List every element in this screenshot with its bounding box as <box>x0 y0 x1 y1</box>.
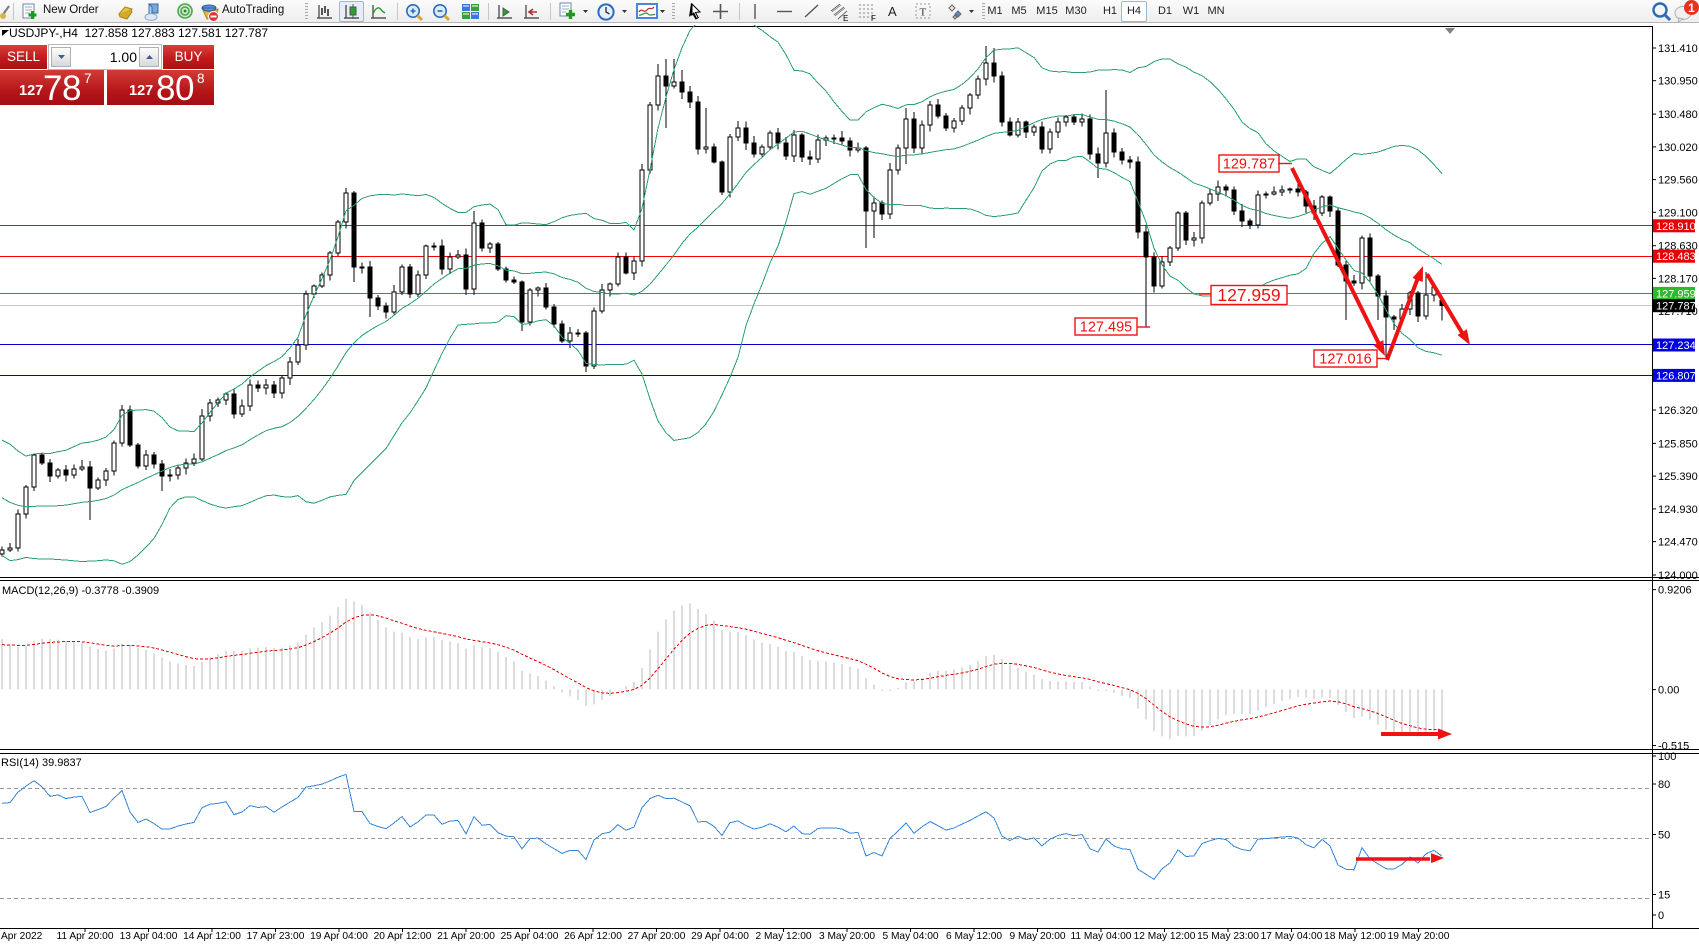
svg-text:T: T <box>920 7 927 19</box>
svg-text:127.234: 127.234 <box>1656 340 1696 352</box>
svg-text:0.9206: 0.9206 <box>1658 585 1692 597</box>
svg-text:19 May 20:00: 19 May 20:00 <box>1388 931 1450 942</box>
svg-text:127.787: 127.787 <box>1656 301 1696 313</box>
svg-text:130.480: 130.480 <box>1658 109 1698 121</box>
svg-text:128.483: 128.483 <box>1656 251 1696 263</box>
svg-text:130.950: 130.950 <box>1658 76 1698 88</box>
svg-text:127.959: 127.959 <box>1217 285 1280 305</box>
svg-text:6 May 12:00: 6 May 12:00 <box>946 931 1002 942</box>
svg-text:17 May 04:00: 17 May 04:00 <box>1261 931 1323 942</box>
svg-text:14 Apr 12:00: 14 Apr 12:00 <box>183 931 241 942</box>
svg-text:RSI(14) 39.9837: RSI(14) 39.9837 <box>1 757 82 769</box>
svg-text:9 May 20:00: 9 May 20:00 <box>1009 931 1065 942</box>
svg-text:129.100: 129.100 <box>1658 207 1698 219</box>
svg-text:127.959: 127.959 <box>1656 288 1696 300</box>
svg-text:MACD(12,26,9) -0.3778 -0.3909: MACD(12,26,9) -0.3778 -0.3909 <box>2 585 159 597</box>
svg-text:27 Apr 20:00: 27 Apr 20:00 <box>628 931 686 942</box>
svg-text:130.020: 130.020 <box>1658 142 1698 154</box>
svg-text:128.170: 128.170 <box>1658 273 1698 285</box>
svg-text:11 Apr 20:00: 11 Apr 20:00 <box>56 931 113 942</box>
svg-text:USDJPY-,H4 127.858 127.883 12: USDJPY-,H4 127.858 127.883 127.581 127.7… <box>9 26 268 40</box>
svg-text:20 Apr 12:00: 20 Apr 12:00 <box>374 931 432 942</box>
svg-text:128.910: 128.910 <box>1656 221 1696 233</box>
svg-text:50: 50 <box>1658 830 1670 842</box>
svg-text:21 Apr 20:00: 21 Apr 20:00 <box>437 931 495 942</box>
svg-text:15: 15 <box>1658 890 1670 902</box>
svg-text:2 May 12:00: 2 May 12:00 <box>755 931 811 942</box>
svg-text:12 May 12:00: 12 May 12:00 <box>1134 931 1196 942</box>
svg-text:E: E <box>843 14 848 22</box>
svg-text:129.787: 129.787 <box>1223 157 1275 173</box>
svg-text:29 Apr 04:00: 29 Apr 04:00 <box>691 931 749 942</box>
svg-text:26 Apr 12:00: 26 Apr 12:00 <box>564 931 622 942</box>
svg-text:17 Apr 23:00: 17 Apr 23:00 <box>247 931 305 942</box>
svg-text:-0.515: -0.515 <box>1658 741 1689 753</box>
svg-text:125.390: 125.390 <box>1658 471 1698 483</box>
svg-text:124.000: 124.000 <box>1658 570 1698 582</box>
svg-text:127.495: 127.495 <box>1080 320 1132 336</box>
svg-text:80: 80 <box>1658 779 1670 791</box>
svg-text:131.410: 131.410 <box>1658 43 1698 55</box>
svg-text:1: 1 <box>1688 1 1695 15</box>
svg-text:F: F <box>871 14 876 22</box>
svg-text:125.850: 125.850 <box>1658 438 1698 450</box>
svg-text:124.470: 124.470 <box>1658 537 1698 549</box>
svg-text:25 Apr 04:00: 25 Apr 04:00 <box>501 931 559 942</box>
svg-text:18 May 12:00: 18 May 12:00 <box>1324 931 1386 942</box>
svg-text:3 May 20:00: 3 May 20:00 <box>819 931 875 942</box>
svg-text:0: 0 <box>1658 910 1664 922</box>
svg-text:Apr 2022: Apr 2022 <box>1 931 43 942</box>
svg-text:15 May 23:00: 15 May 23:00 <box>1197 931 1259 942</box>
svg-text:13 Apr 04:00: 13 Apr 04:00 <box>120 931 178 942</box>
svg-text:19 Apr 04:00: 19 Apr 04:00 <box>310 931 368 942</box>
svg-text:127.016: 127.016 <box>1319 352 1371 368</box>
svg-text:126.320: 126.320 <box>1658 405 1698 417</box>
svg-text:0.00: 0.00 <box>1658 685 1679 697</box>
svg-text:126.807: 126.807 <box>1656 370 1696 382</box>
svg-text:11 May 04:00: 11 May 04:00 <box>1071 931 1132 942</box>
svg-text:5 May 04:00: 5 May 04:00 <box>882 931 938 942</box>
svg-text:100: 100 <box>1658 751 1676 763</box>
svg-text:124.930: 124.930 <box>1658 504 1698 516</box>
svg-text:129.560: 129.560 <box>1658 175 1698 187</box>
